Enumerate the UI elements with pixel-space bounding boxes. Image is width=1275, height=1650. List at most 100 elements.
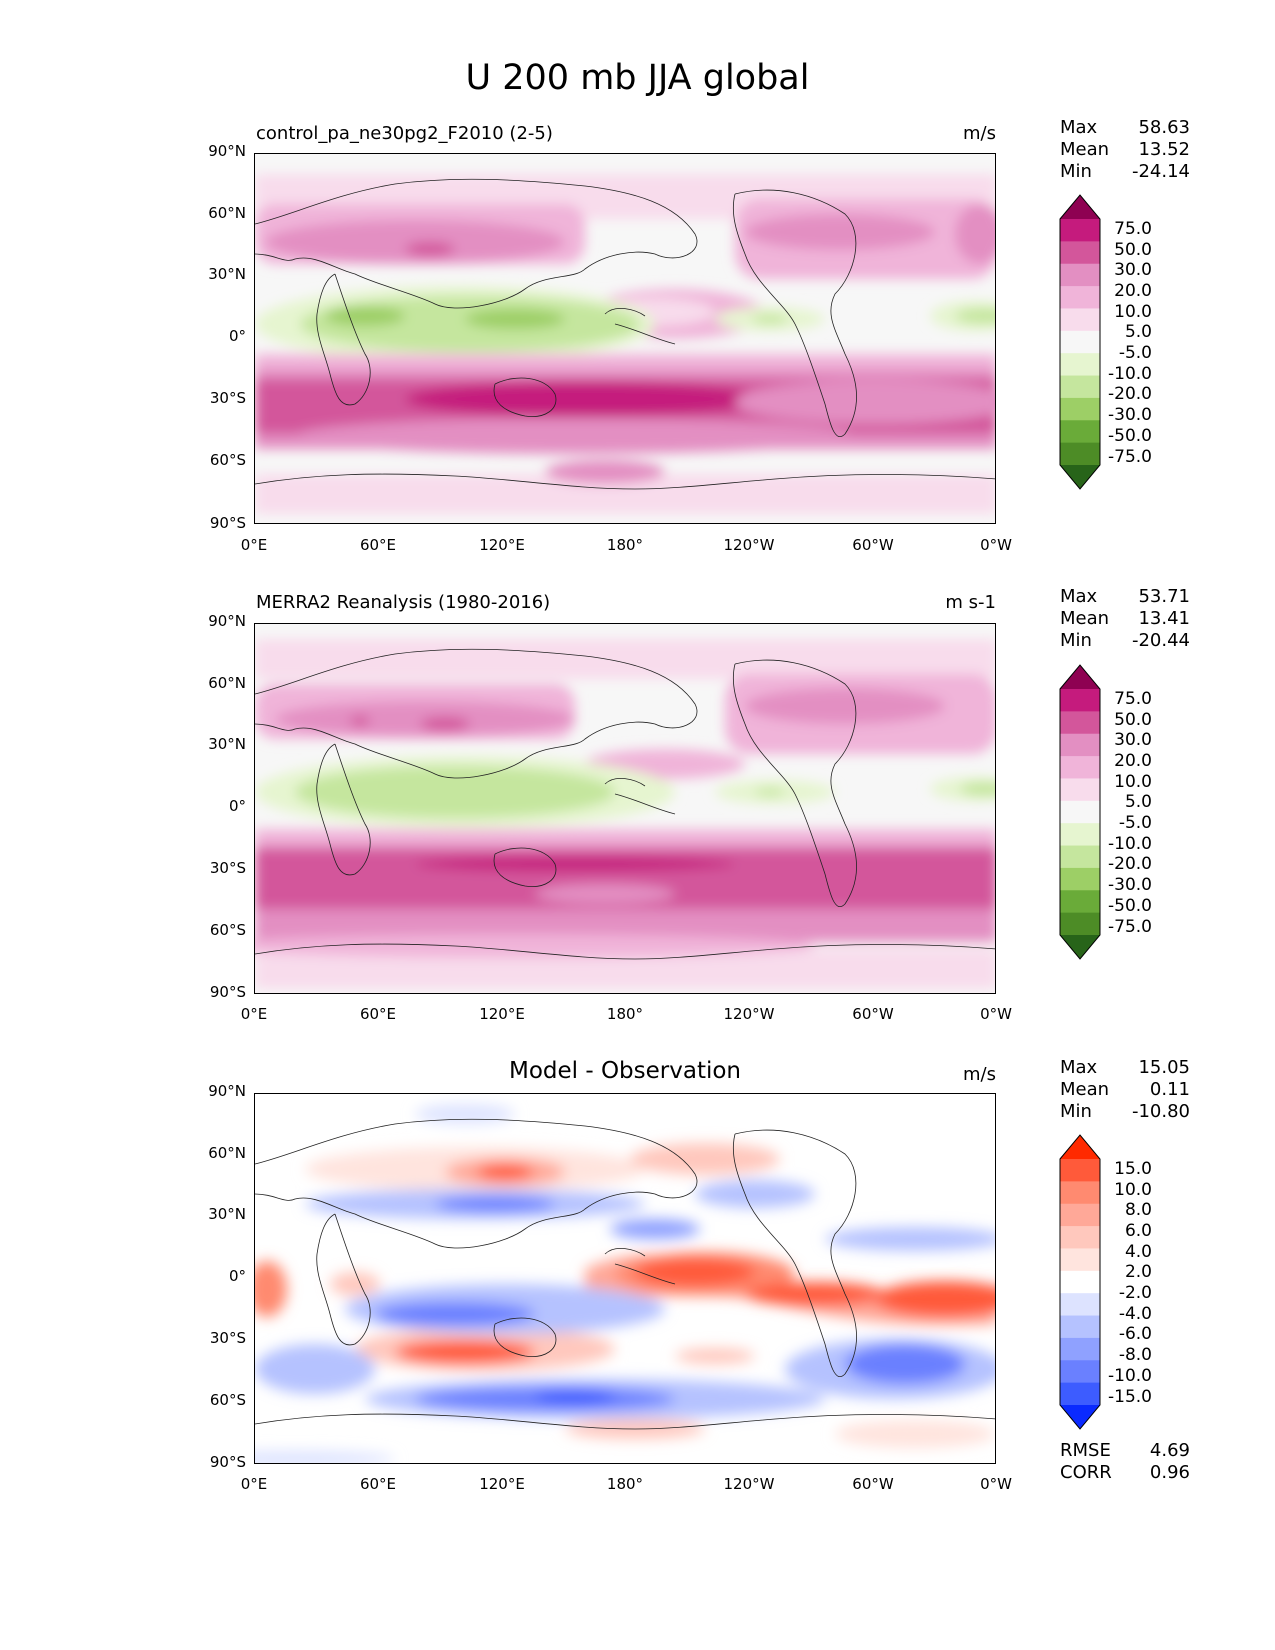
colorbar-label: 2.0 xyxy=(1124,1262,1152,1282)
stat-label: Max xyxy=(1060,586,1098,607)
stats-box: Max 15.05 Mean 0.11 Min -10.80 xyxy=(1060,1057,1190,1123)
colorbar-label: -30.0 xyxy=(1108,405,1152,425)
colorbar-outline xyxy=(1059,194,1101,490)
stat-value: 53.71 xyxy=(1138,586,1190,607)
colorbar-bin xyxy=(1060,375,1100,399)
colorbar-bin xyxy=(1060,1315,1100,1339)
lat-label: 90°N xyxy=(208,142,246,160)
panel-title: MERRA2 Reanalysis (1980-2016) xyxy=(256,592,551,613)
lat-label: 60°N xyxy=(208,674,246,692)
stats-box: Max 53.71 Mean 13.41 Min -20.44 xyxy=(1060,586,1190,652)
stat-value: 13.52 xyxy=(1138,139,1190,160)
lat-label: 30°S xyxy=(209,389,246,407)
colorbar-label: -75.0 xyxy=(1108,917,1152,937)
colorbar-label: 15.0 xyxy=(1114,1159,1152,1179)
lon-label: 60°W xyxy=(852,536,894,554)
stat-label: Mean xyxy=(1060,139,1110,160)
colorbar-label: -10.0 xyxy=(1108,1366,1152,1386)
colorbar-label: -4.0 xyxy=(1118,1304,1152,1324)
stat-label: Min xyxy=(1060,161,1092,182)
contour-map xyxy=(255,624,995,993)
stats-box: Max 58.63 Mean 13.52 Min -24.14 xyxy=(1060,117,1190,183)
colorbar-bin xyxy=(1060,219,1100,242)
colorbar-label: 50.0 xyxy=(1114,240,1152,260)
colorbar-bin xyxy=(1060,397,1100,421)
colorbar-bin xyxy=(1060,778,1100,802)
colorbar-bin xyxy=(1060,756,1100,779)
lat-label: 60°S xyxy=(209,1391,246,1409)
lat-label: 30°N xyxy=(208,1205,246,1223)
colorbar-label: 5.0 xyxy=(1124,322,1152,342)
lon-label: 60°W xyxy=(852,1005,894,1023)
colorbar-label: 10.0 xyxy=(1114,302,1152,322)
coastlines xyxy=(255,648,995,960)
colorbar-label: -75.0 xyxy=(1108,447,1152,467)
lat-label: 30°N xyxy=(208,265,246,283)
colorbar xyxy=(1058,194,1102,490)
lat-label: 30°S xyxy=(209,859,246,877)
lon-label: 120°E xyxy=(479,1475,525,1493)
lon-label: 60°E xyxy=(359,536,397,554)
lon-label: 0°W xyxy=(980,1475,1012,1493)
lat-label: 0° xyxy=(228,797,246,815)
colorbar-bin xyxy=(1060,241,1100,265)
stat-value: -20.44 xyxy=(1131,630,1190,651)
colorbar-bin xyxy=(1060,442,1100,466)
stat-value: 13.41 xyxy=(1138,608,1190,629)
colorbar-bin xyxy=(1060,1248,1100,1272)
colorbar-label: -5.0 xyxy=(1118,343,1152,363)
colorbar-bin xyxy=(1060,353,1100,377)
colorbar-bin xyxy=(1060,845,1100,869)
stat-label: Max xyxy=(1060,1057,1098,1078)
lat-label: 0° xyxy=(228,327,246,345)
lon-label: 0°E xyxy=(240,536,268,554)
colorbar-extend-min xyxy=(1060,935,1100,959)
colorbar-bin xyxy=(1060,420,1100,444)
stat-value: -24.14 xyxy=(1131,161,1190,182)
colorbar-label: -5.0 xyxy=(1118,813,1152,833)
stat-value: -10.80 xyxy=(1131,1101,1190,1122)
colorbar-bin xyxy=(1060,308,1100,332)
colorbar-label: -30.0 xyxy=(1108,875,1152,895)
stat-value: 58.63 xyxy=(1138,117,1190,138)
metric-label: RMSE xyxy=(1060,1440,1111,1461)
lon-label: 0°W xyxy=(980,536,1012,554)
colorbar-label: -2.0 xyxy=(1118,1283,1152,1303)
map-plot xyxy=(254,1093,996,1464)
colorbar-bin xyxy=(1060,1270,1100,1294)
contour-map xyxy=(255,154,995,523)
lat-label: 30°N xyxy=(208,735,246,753)
lon-label: 0°W xyxy=(980,1005,1012,1023)
colorbar-bin xyxy=(1060,800,1100,824)
lon-label: 180° xyxy=(606,1005,644,1023)
colorbar-bin xyxy=(1060,1337,1100,1361)
colorbar-bin xyxy=(1060,733,1100,757)
stat-label: Max xyxy=(1060,117,1098,138)
colorbar-bin xyxy=(1060,689,1100,712)
metric-value: 0.96 xyxy=(1149,1462,1190,1483)
lon-label: 180° xyxy=(606,536,644,554)
coastlines xyxy=(255,1118,995,1430)
lon-label: 60°W xyxy=(852,1475,894,1493)
colorbar-label: 10.0 xyxy=(1114,772,1152,792)
colorbar-extend-min xyxy=(1060,465,1100,489)
colorbar-bin xyxy=(1060,711,1100,735)
colorbar-label: 4.0 xyxy=(1124,1242,1152,1262)
lat-label: 90°S xyxy=(209,514,246,532)
colorbar-outline xyxy=(1059,664,1101,960)
colorbar xyxy=(1058,1134,1102,1430)
colorbar-label: 10.0 xyxy=(1114,1180,1152,1200)
map-plot xyxy=(254,623,996,994)
colorbar-bin xyxy=(1060,890,1100,914)
stat-label: Mean xyxy=(1060,608,1110,629)
colorbar-extend-max xyxy=(1060,1135,1100,1159)
stat-label: Min xyxy=(1060,1101,1092,1122)
lon-label: 120°W xyxy=(723,1005,775,1023)
metric-label: CORR xyxy=(1060,1462,1112,1483)
lat-label: 60°S xyxy=(209,921,246,939)
colorbar-label: 75.0 xyxy=(1114,219,1152,239)
colorbar-label: 30.0 xyxy=(1114,730,1152,750)
panel-title: Model - Observation xyxy=(508,1058,742,1084)
lat-label: 90°S xyxy=(209,983,246,1001)
colorbar-label: -10.0 xyxy=(1108,834,1152,854)
